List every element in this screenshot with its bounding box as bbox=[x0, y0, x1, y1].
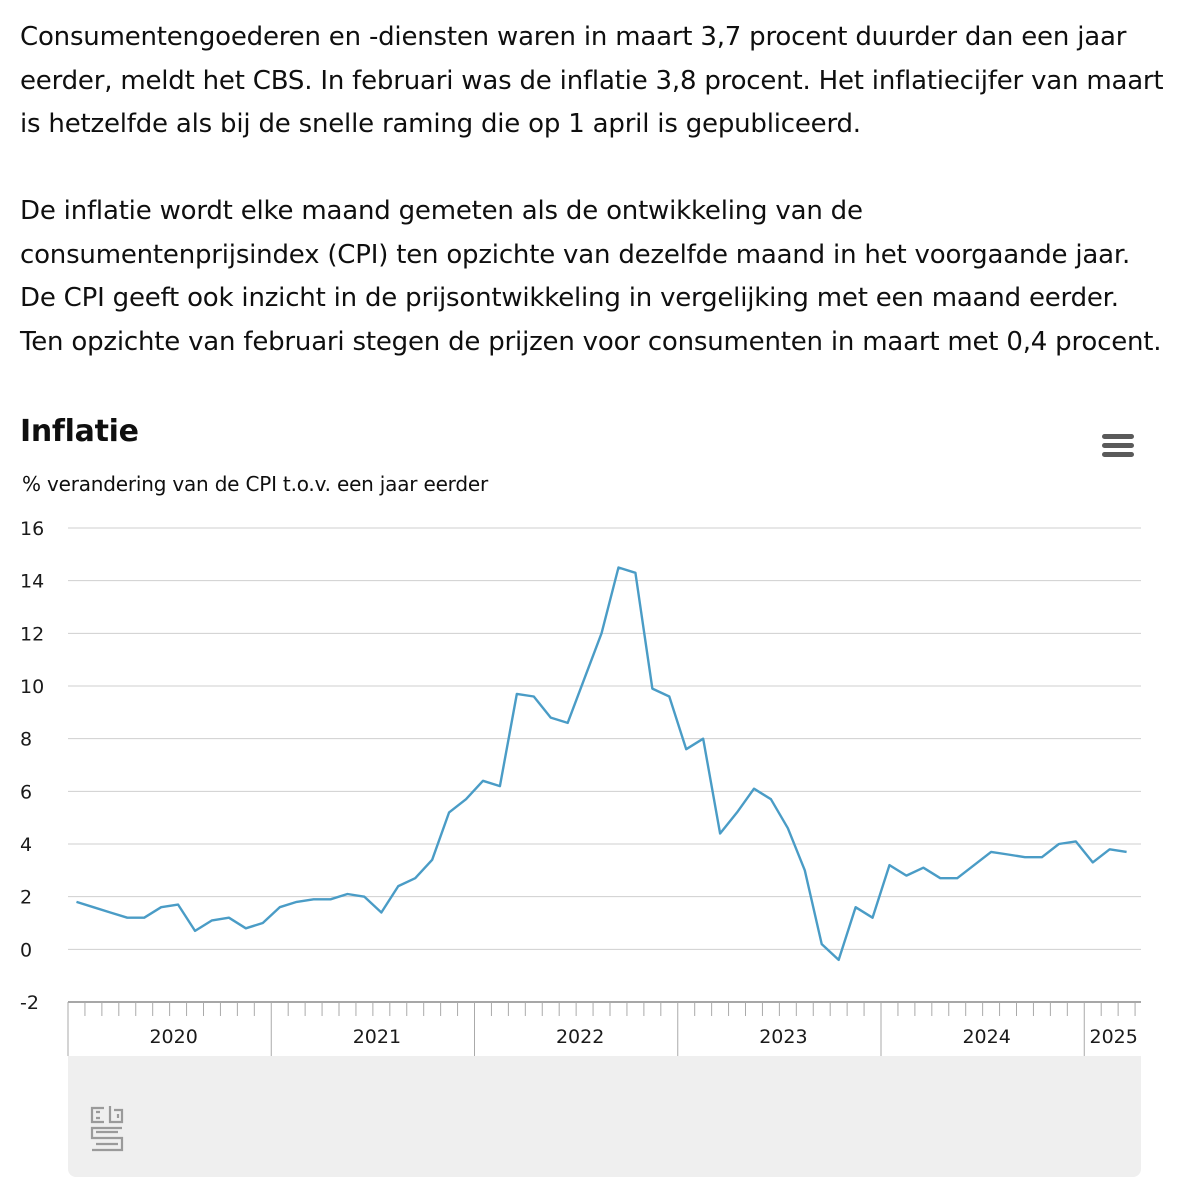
data-point[interactable] bbox=[1003, 850, 1013, 860]
x-tick-label: 2023 bbox=[759, 1026, 807, 1048]
data-point[interactable] bbox=[241, 923, 251, 933]
data-point[interactable] bbox=[495, 781, 505, 791]
data-point[interactable] bbox=[71, 897, 81, 907]
data-point[interactable] bbox=[512, 689, 522, 699]
data-point[interactable] bbox=[1037, 852, 1047, 862]
data-point[interactable] bbox=[376, 907, 386, 917]
data-point[interactable] bbox=[749, 784, 759, 794]
data-point[interactable] bbox=[969, 860, 979, 870]
data-point[interactable] bbox=[647, 684, 657, 694]
data-point[interactable] bbox=[766, 794, 776, 804]
data-point[interactable] bbox=[88, 902, 98, 912]
data-point[interactable] bbox=[529, 692, 539, 702]
data-point[interactable] bbox=[461, 794, 471, 804]
data-point[interactable] bbox=[173, 900, 183, 910]
x-tick-label: 2022 bbox=[556, 1026, 604, 1048]
y-tick-label: 10 bbox=[20, 676, 44, 698]
y-tick-label: 0 bbox=[20, 939, 32, 961]
data-point[interactable] bbox=[884, 860, 894, 870]
y-tick-label: 14 bbox=[20, 571, 44, 593]
data-point[interactable] bbox=[342, 889, 352, 899]
x-tick-label: 2025 bbox=[1089, 1026, 1137, 1048]
y-tick-label: -2 bbox=[20, 992, 39, 1014]
x-tick-label: 2020 bbox=[149, 1026, 197, 1048]
chart-title: Inflatie bbox=[20, 414, 139, 449]
data-point[interactable] bbox=[292, 897, 302, 907]
y-tick-label: 12 bbox=[20, 623, 44, 645]
data-point[interactable] bbox=[918, 863, 928, 873]
data-point[interactable] bbox=[952, 873, 962, 883]
data-point[interactable] bbox=[868, 913, 878, 923]
data-point[interactable] bbox=[630, 568, 640, 578]
data-point[interactable] bbox=[275, 902, 285, 912]
data-point[interactable] bbox=[681, 744, 691, 754]
data-point[interactable] bbox=[105, 907, 115, 917]
data-point[interactable] bbox=[393, 881, 403, 891]
data-point[interactable] bbox=[427, 855, 437, 865]
series-line[interactable] bbox=[76, 566, 1127, 962]
x-tick-label: 2024 bbox=[962, 1026, 1010, 1048]
data-point[interactable] bbox=[1071, 836, 1081, 846]
data-point[interactable] bbox=[613, 563, 623, 573]
data-point[interactable] bbox=[563, 718, 573, 728]
data-point[interactable] bbox=[1054, 839, 1064, 849]
article-paragraph-2: De inflatie wordt elke maand gemeten als… bbox=[20, 196, 1162, 357]
data-point[interactable] bbox=[597, 628, 607, 638]
data-point[interactable] bbox=[478, 776, 488, 786]
data-point[interactable] bbox=[444, 807, 454, 817]
y-tick-label: 8 bbox=[20, 729, 32, 751]
data-point[interactable] bbox=[1020, 852, 1030, 862]
data-point[interactable] bbox=[156, 902, 166, 912]
y-tick-label: 4 bbox=[20, 834, 32, 856]
data-point[interactable] bbox=[1088, 857, 1098, 867]
data-point[interactable] bbox=[224, 913, 234, 923]
data-point[interactable] bbox=[258, 918, 268, 928]
article-paragraph-1: Consumentengoederen en -diensten waren i… bbox=[20, 22, 1164, 139]
y-tick-label: 2 bbox=[20, 887, 32, 909]
data-point[interactable] bbox=[800, 865, 810, 875]
data-point[interactable] bbox=[309, 894, 319, 904]
data-point[interactable] bbox=[326, 894, 336, 904]
data-point[interactable] bbox=[834, 955, 844, 965]
y-tick-label: 6 bbox=[20, 781, 32, 803]
data-point[interactable] bbox=[935, 873, 945, 883]
data-point[interactable] bbox=[546, 713, 556, 723]
data-point[interactable] bbox=[715, 828, 725, 838]
data-point[interactable] bbox=[122, 913, 132, 923]
data-point[interactable] bbox=[1122, 847, 1132, 857]
data-point[interactable] bbox=[190, 926, 200, 936]
cbs-logo-icon bbox=[90, 1106, 124, 1152]
data-point[interactable] bbox=[580, 673, 590, 683]
data-point[interactable] bbox=[1105, 844, 1115, 854]
data-point[interactable] bbox=[732, 807, 742, 817]
chart-menu-button[interactable] bbox=[1102, 434, 1136, 464]
navigator-panel[interactable] bbox=[68, 1056, 1141, 1177]
data-point[interactable] bbox=[698, 734, 708, 744]
data-point[interactable] bbox=[851, 902, 861, 912]
hamburger-menu-icon bbox=[1102, 434, 1134, 439]
data-point[interactable] bbox=[664, 692, 674, 702]
data-point[interactable] bbox=[986, 847, 996, 857]
data-point[interactable] bbox=[410, 873, 420, 883]
data-point[interactable] bbox=[783, 823, 793, 833]
data-point[interactable] bbox=[359, 892, 369, 902]
x-tick-label: 2021 bbox=[353, 1026, 401, 1048]
chart-subtitle: % verandering van de CPI t.o.v. een jaar… bbox=[22, 472, 488, 496]
data-point[interactable] bbox=[901, 871, 911, 881]
data-point[interactable] bbox=[207, 915, 217, 925]
data-point[interactable] bbox=[139, 913, 149, 923]
y-tick-label: 16 bbox=[20, 518, 44, 540]
data-point[interactable] bbox=[817, 939, 827, 949]
